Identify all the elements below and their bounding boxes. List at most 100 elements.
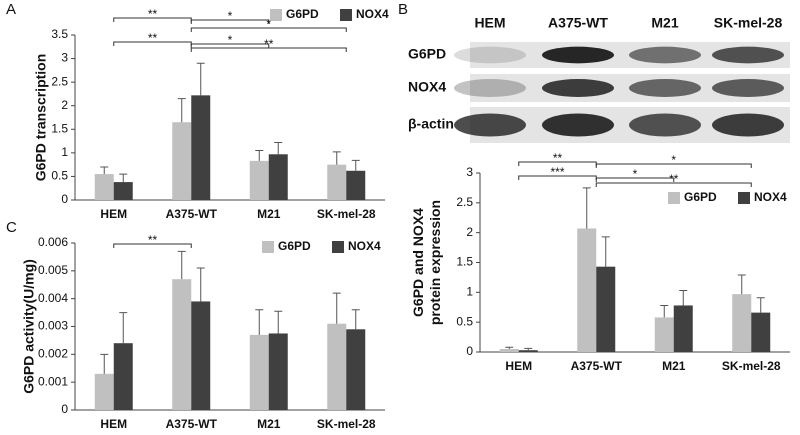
error-bar — [255, 150, 264, 161]
bar — [346, 329, 366, 410]
y-axis-label: G6PD activity(U/mg) — [21, 259, 37, 394]
blot-column-label: M21 — [651, 15, 678, 31]
legend-label: NOX4 — [348, 239, 381, 253]
bar — [249, 160, 269, 200]
x-tick-label: SK-mel-28 — [317, 207, 376, 221]
error-bar — [505, 346, 514, 350]
y-tick-label: 0 — [61, 402, 68, 416]
blot-band — [712, 46, 784, 64]
blot-band — [454, 113, 526, 137]
blot-band — [542, 46, 614, 64]
y-tick-label: 0 — [466, 344, 473, 358]
significance-label: ** — [669, 172, 679, 186]
error-bar — [255, 309, 264, 335]
significance-bracket — [190, 43, 270, 48]
y-tick-label: 0.004 — [38, 291, 68, 305]
bar — [327, 164, 347, 200]
y-tick-label: 2 — [61, 98, 68, 112]
legend-swatch — [262, 241, 274, 253]
y-tick-label: 3 — [61, 51, 68, 65]
bar — [113, 182, 133, 200]
y-tick-label: 2 — [466, 225, 473, 239]
blot-band — [712, 113, 784, 137]
error-bar — [332, 292, 341, 324]
error-bar — [100, 353, 109, 374]
bar — [751, 312, 771, 352]
bar — [673, 305, 693, 352]
blot-column-label: A375-WT — [548, 15, 608, 31]
panel-label: B — [398, 1, 408, 18]
x-tick-label: M21 — [662, 359, 686, 373]
bar — [172, 122, 192, 200]
legend-label: G6PD — [684, 190, 717, 204]
legend-swatch — [270, 9, 282, 21]
y-tick-label: 3.5 — [51, 27, 68, 41]
significance-label: ** — [553, 151, 563, 165]
legend-swatch — [738, 192, 750, 204]
blot-band — [712, 79, 784, 97]
error-bar — [351, 159, 360, 171]
significance-label: ** — [148, 31, 158, 45]
blot-band — [629, 113, 701, 137]
blot-row-label: G6PD — [408, 46, 446, 62]
y-axis-label: G6PD and NOX4 — [410, 208, 426, 317]
panel-label: C — [6, 219, 17, 236]
legend-label: NOX4 — [356, 7, 389, 21]
error-bar — [582, 187, 591, 229]
x-tick-label: HEM — [505, 359, 532, 373]
error-bar — [660, 304, 669, 318]
significance-bracket — [595, 177, 675, 182]
legend-swatch — [668, 192, 680, 204]
y-tick-label: 0.5 — [51, 169, 68, 183]
y-tick-label: 0.002 — [38, 347, 68, 361]
bar — [732, 294, 752, 352]
significance-bracket — [595, 163, 752, 168]
y-tick-label: 1.5 — [456, 255, 473, 269]
significance-bracket — [595, 182, 752, 187]
blot-band — [629, 46, 701, 64]
legend-swatch — [340, 9, 352, 21]
bar — [113, 343, 133, 410]
blot-band — [542, 79, 614, 97]
y-axis-label: protein expression — [427, 200, 443, 325]
error-bar — [177, 98, 186, 123]
x-tick-label: SK-mel-28 — [317, 417, 376, 431]
bar — [94, 174, 114, 200]
error-bar — [351, 309, 360, 330]
error-bar — [196, 62, 205, 96]
significance-bracket — [113, 243, 192, 248]
legend-label: G6PD — [278, 239, 311, 253]
bar — [518, 350, 538, 352]
y-tick-label: 0.005 — [38, 263, 68, 277]
significance-label: ** — [264, 37, 274, 51]
bar — [654, 317, 674, 352]
significance-bracket — [190, 19, 270, 24]
bar — [268, 333, 288, 410]
blot-column-label: SK-mel-28 — [714, 15, 783, 31]
blot-band — [629, 79, 701, 97]
y-tick-label: 3 — [466, 165, 473, 179]
significance-label: * — [228, 9, 233, 23]
y-tick-label: 0.001 — [38, 374, 68, 388]
bar — [172, 279, 192, 410]
x-tick-label: M21 — [257, 207, 281, 221]
blot-band — [454, 46, 526, 64]
error-bar — [679, 290, 688, 306]
bar — [191, 301, 211, 410]
significance-label: ** — [148, 7, 158, 21]
blot-row-label: NOX4 — [408, 79, 446, 95]
bar — [577, 228, 597, 352]
error-bar — [196, 267, 205, 302]
blot-band — [542, 113, 614, 137]
y-tick-label: 1 — [466, 285, 473, 299]
error-bar — [274, 310, 283, 334]
y-tick-label: 0.006 — [38, 235, 68, 249]
significance-label: * — [266, 17, 271, 31]
y-tick-label: 0 — [61, 192, 68, 206]
bar — [346, 170, 366, 200]
bar — [596, 266, 616, 352]
error-bar — [100, 166, 109, 175]
y-axis-label: G6PD transcription — [33, 54, 49, 182]
error-bar — [119, 173, 128, 183]
bar — [94, 373, 114, 410]
